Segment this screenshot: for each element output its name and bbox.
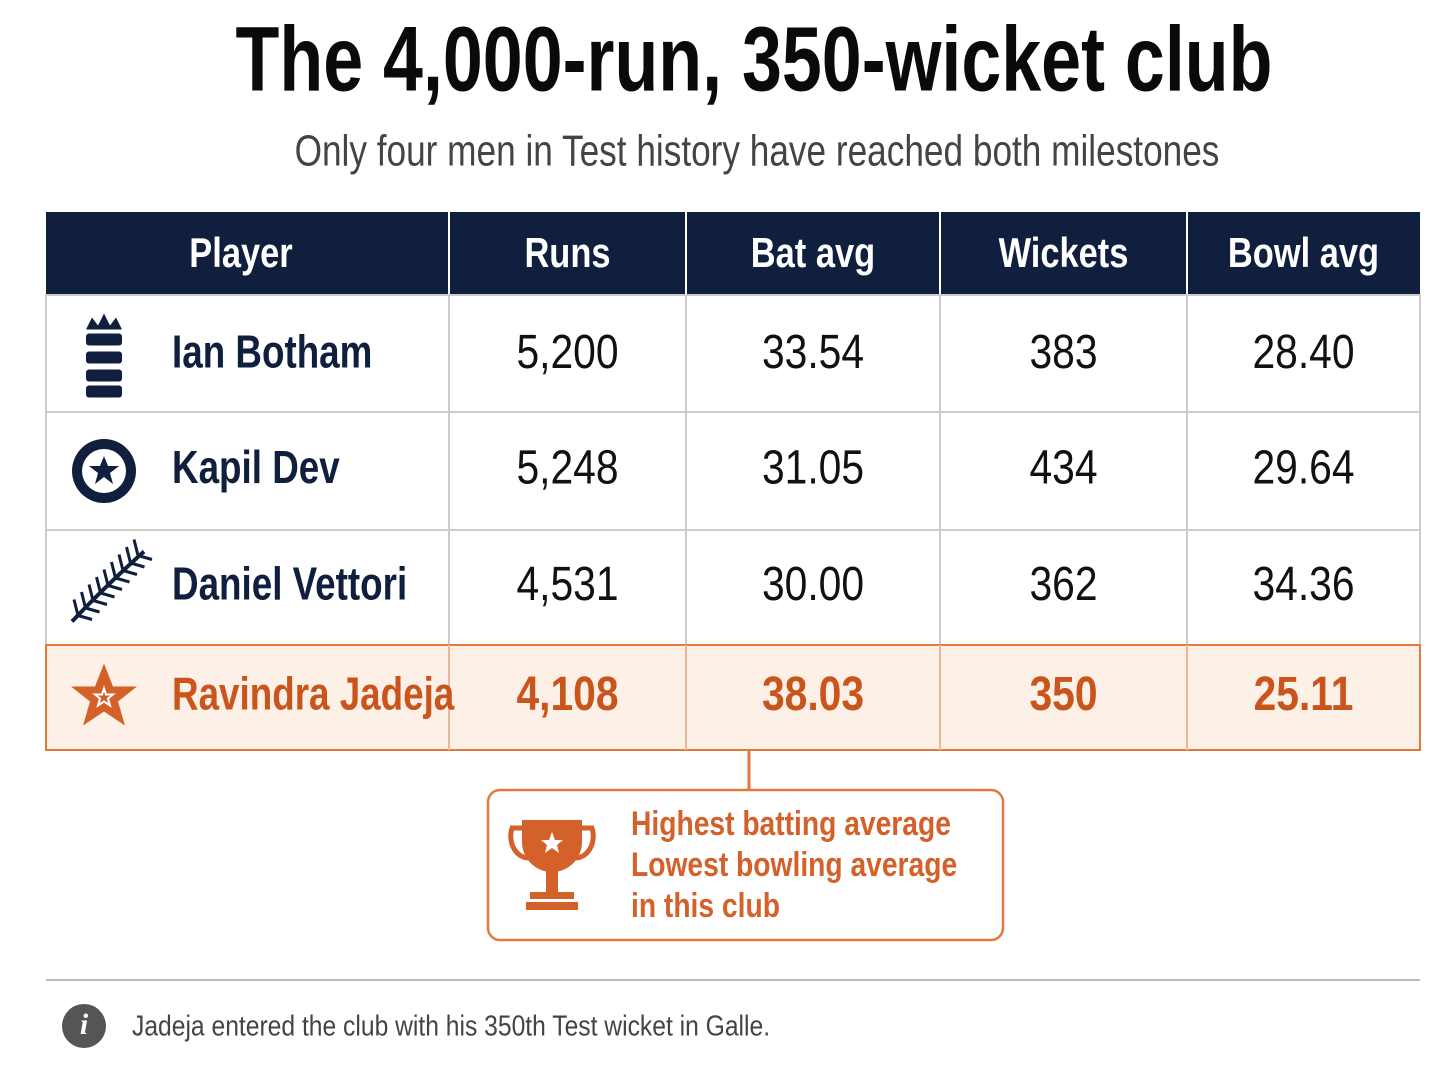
- team-icon: [71, 663, 137, 726]
- header-row-bg: [46, 212, 1420, 295]
- team-icon: [72, 439, 136, 503]
- stat-value: 25.11: [1254, 668, 1354, 721]
- crown: [86, 313, 122, 330]
- column-header: Bowl avg: [1228, 229, 1379, 276]
- fern-leaf: [125, 546, 145, 569]
- stat-value: 350: [1029, 668, 1097, 721]
- stat-value: 362: [1029, 558, 1097, 611]
- crest-part: [86, 333, 122, 346]
- stats-table: Player Runs Bat avg Wickets Bowl avg Ian Both…: [45, 212, 1421, 751]
- trophy-icon: [508, 820, 596, 910]
- star: [71, 663, 137, 726]
- player-name: Daniel Vettori: [172, 558, 407, 610]
- column-header: Wickets: [999, 229, 1129, 276]
- callout-line: Lowest bowling average: [631, 846, 957, 884]
- column-header: Player: [189, 229, 292, 276]
- stat-value: 38.03: [762, 668, 864, 721]
- stat-value: 383: [1029, 326, 1097, 379]
- fern-leaf: [87, 584, 108, 606]
- callout-line: Highest batting average: [631, 805, 951, 843]
- crest-part: [86, 351, 122, 364]
- team-icon: [86, 313, 122, 398]
- player-name: Kapil Dev: [172, 441, 340, 493]
- stat-value: 434: [1029, 442, 1097, 495]
- callout-box: [486, 788, 1005, 942]
- footnote: Jadeja entered the club with his 350th T…: [132, 1011, 770, 1043]
- star-inner: [92, 685, 116, 708]
- crest-part: [86, 385, 122, 398]
- fern-leaf: [95, 576, 115, 599]
- stat-value: 34.36: [1252, 558, 1354, 611]
- highlight-row-bg: [45, 644, 1421, 751]
- column-header: Bat avg: [751, 229, 875, 276]
- column-header: Runs: [524, 229, 610, 276]
- stat-value: 4,531: [516, 558, 618, 611]
- crest-part: [86, 369, 122, 382]
- info-glyph: i: [80, 1008, 89, 1041]
- row-bg: [45, 294, 1421, 413]
- subtitle: Only four men in Test history have reach…: [295, 127, 1220, 176]
- fern-leaf: [132, 539, 153, 561]
- fern-leaf: [110, 561, 130, 584]
- fern-leaf: [117, 554, 138, 576]
- callout-line: in this club: [631, 887, 780, 925]
- player-name: Ravindra Jadeja: [172, 668, 455, 720]
- row-bg: [45, 529, 1421, 646]
- fern-leaf: [102, 569, 123, 591]
- stat-value: 4,108: [516, 668, 618, 721]
- stat-value: 5,200: [516, 326, 618, 379]
- title: The 4,000-run, 350-wicket club: [236, 8, 1273, 110]
- stat-value: 5,248: [516, 442, 618, 495]
- stat-value: 30.00: [762, 558, 864, 611]
- stat-value: 33.54: [762, 326, 864, 379]
- fern-leaf: [80, 591, 100, 614]
- player-name: Ian Botham: [172, 326, 372, 378]
- info-icon: [62, 1004, 106, 1048]
- team-icon: [70, 539, 153, 623]
- fern-leaf: [72, 599, 93, 621]
- stat-value: 29.64: [1252, 442, 1354, 495]
- stat-value: 31.05: [762, 442, 864, 495]
- badge-star: [89, 456, 119, 484]
- stat-value: 28.40: [1252, 326, 1354, 379]
